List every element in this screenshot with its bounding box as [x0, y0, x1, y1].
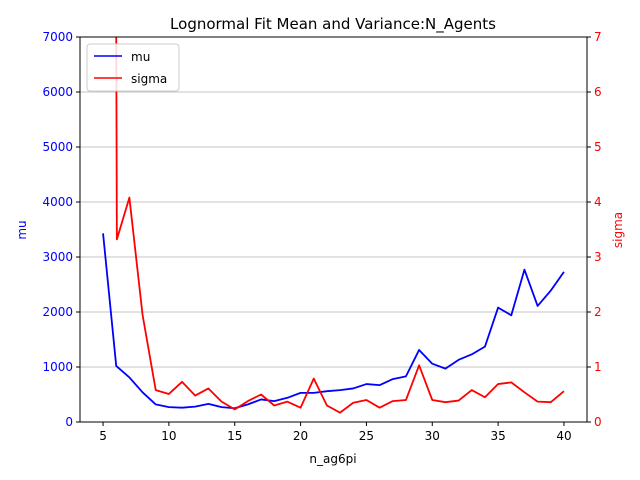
- y-axis-left-label: mu: [15, 220, 29, 239]
- x-tick-label: 20: [293, 429, 308, 443]
- y-left-tick-label: 7000: [42, 30, 73, 44]
- x-tick-label: 25: [359, 429, 374, 443]
- legend-label-sigma: sigma: [131, 72, 167, 86]
- x-tick-label: 5: [99, 429, 107, 443]
- y-left-tick-label: 0: [65, 415, 73, 429]
- y-right-tick-label: 4: [594, 195, 602, 209]
- x-tick-label: 35: [490, 429, 505, 443]
- y-right-tick-label: 2: [594, 305, 602, 319]
- x-tick-label: 10: [161, 429, 176, 443]
- y-left-tick-label: 1000: [42, 360, 73, 374]
- series-line-mu: [102, 233, 565, 410]
- chart-title: Lognormal Fit Mean and Variance:N_Agents: [170, 15, 496, 34]
- y-right-tick-label: 3: [594, 250, 602, 264]
- y-left-tick-label: 4000: [42, 195, 73, 209]
- plot-series: [102, 37, 565, 414]
- plot-frame: [79, 36, 588, 423]
- y-left-tick-label: 6000: [42, 85, 73, 99]
- y-right-tick-label: 5: [594, 140, 602, 154]
- y-left-tick-label: 2000: [42, 305, 73, 319]
- y-axis-right-label: sigma: [611, 212, 625, 248]
- y-right-tick-label: 0: [594, 415, 602, 429]
- legend-label-mu: mu: [131, 50, 150, 64]
- y-axis-left: 0 1000 2000 3000 4000 5000 6000 7000: [42, 30, 80, 429]
- x-tick-label: 40: [556, 429, 571, 443]
- y-left-tick-label: 5000: [42, 140, 73, 154]
- y-right-tick-label: 6: [594, 85, 602, 99]
- series-line-sigma: [115, 37, 565, 414]
- x-axis-label: n_ag6pi: [309, 452, 356, 466]
- y-right-tick-label: 1: [594, 360, 602, 374]
- x-tick-label: 30: [425, 429, 440, 443]
- x-tick-label: 15: [227, 429, 242, 443]
- grid-lines: [80, 36, 587, 423]
- y-axis-right: 0 1 2 3 4 5 6 7: [587, 30, 602, 429]
- x-axis: 5 10 15 20 25 30 35 40: [99, 422, 572, 443]
- y-left-tick-label: 3000: [42, 250, 73, 264]
- legend: mu sigma: [86, 43, 180, 92]
- y-right-tick-label: 7: [594, 30, 602, 44]
